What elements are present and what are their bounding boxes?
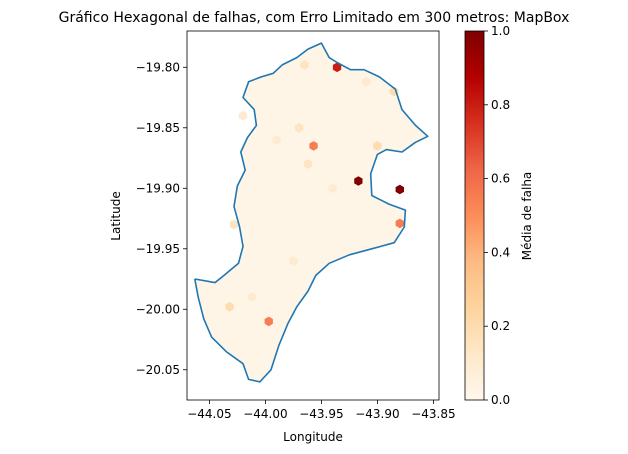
hex-cell [395,218,404,229]
x-tick-label: −43.95 [299,407,343,421]
colorbar: 0.0 0.2 0.4 0.6 0.8 1.0 Média de falha [464,24,534,407]
hex-cell [373,141,382,151]
y-tick-label: −20.00 [136,302,180,316]
colorbar-tick-label: 0.8 [491,98,510,112]
colorbar-tick-label: 0.4 [491,245,510,259]
municipality-boundary [194,42,429,383]
hex-cell [247,292,257,302]
hex-cell [303,159,313,169]
hex-cell [332,62,342,73]
y-tick-label: −20.05 [136,363,180,377]
y-tick-label: −19.80 [136,60,180,74]
hex-cell [294,123,304,133]
chart-title: Gráfico Hexagonal de falhas, com Erro Li… [59,10,570,26]
x-tick-label: −44.05 [187,407,231,421]
plot-area [186,30,440,401]
x-tick-label: −43.85 [411,407,455,421]
hex-cells-layer [194,43,428,382]
x-tick-label: −43.90 [355,407,399,421]
y-axis: −19.80 −19.85 −19.90 −19.95 −20.00 −20.05 [136,60,187,377]
hex-cell [300,60,309,70]
hex-cell [238,110,248,121]
colorbar-tick-label: 1.0 [491,24,510,38]
y-tick-label: −19.90 [136,181,180,195]
hex-cell [362,77,371,87]
hex-cell [354,176,363,186]
colorbar-tick-label: 0.6 [491,172,510,186]
hex-cell [289,256,298,266]
x-axis-label: Longitude [283,430,343,444]
x-tick-label: −44.00 [243,407,287,421]
hex-cell [229,219,239,230]
hex-cell [309,141,318,151]
plot-frame [186,30,440,401]
hex-cell [395,184,404,195]
hex-cell [328,183,337,194]
colorbar-tick-label: 0.0 [491,393,510,407]
y-axis-label: Latitude [109,191,123,240]
y-tick-label: −19.95 [136,242,180,256]
hex-cell [272,135,281,145]
hex-cell [264,316,273,327]
colorbar-tick-label: 0.2 [491,319,510,333]
colorbar-ticks: 0.0 0.2 0.4 0.6 0.8 1.0 [484,24,510,407]
colorbar-gradient [464,30,485,401]
hex-cell [225,302,234,312]
y-tick-label: −19.85 [136,121,180,135]
colorbar-label: Média de falha [520,172,534,261]
x-axis: −44.05 −44.00 −43.95 −43.90 −43.85 [187,400,456,421]
